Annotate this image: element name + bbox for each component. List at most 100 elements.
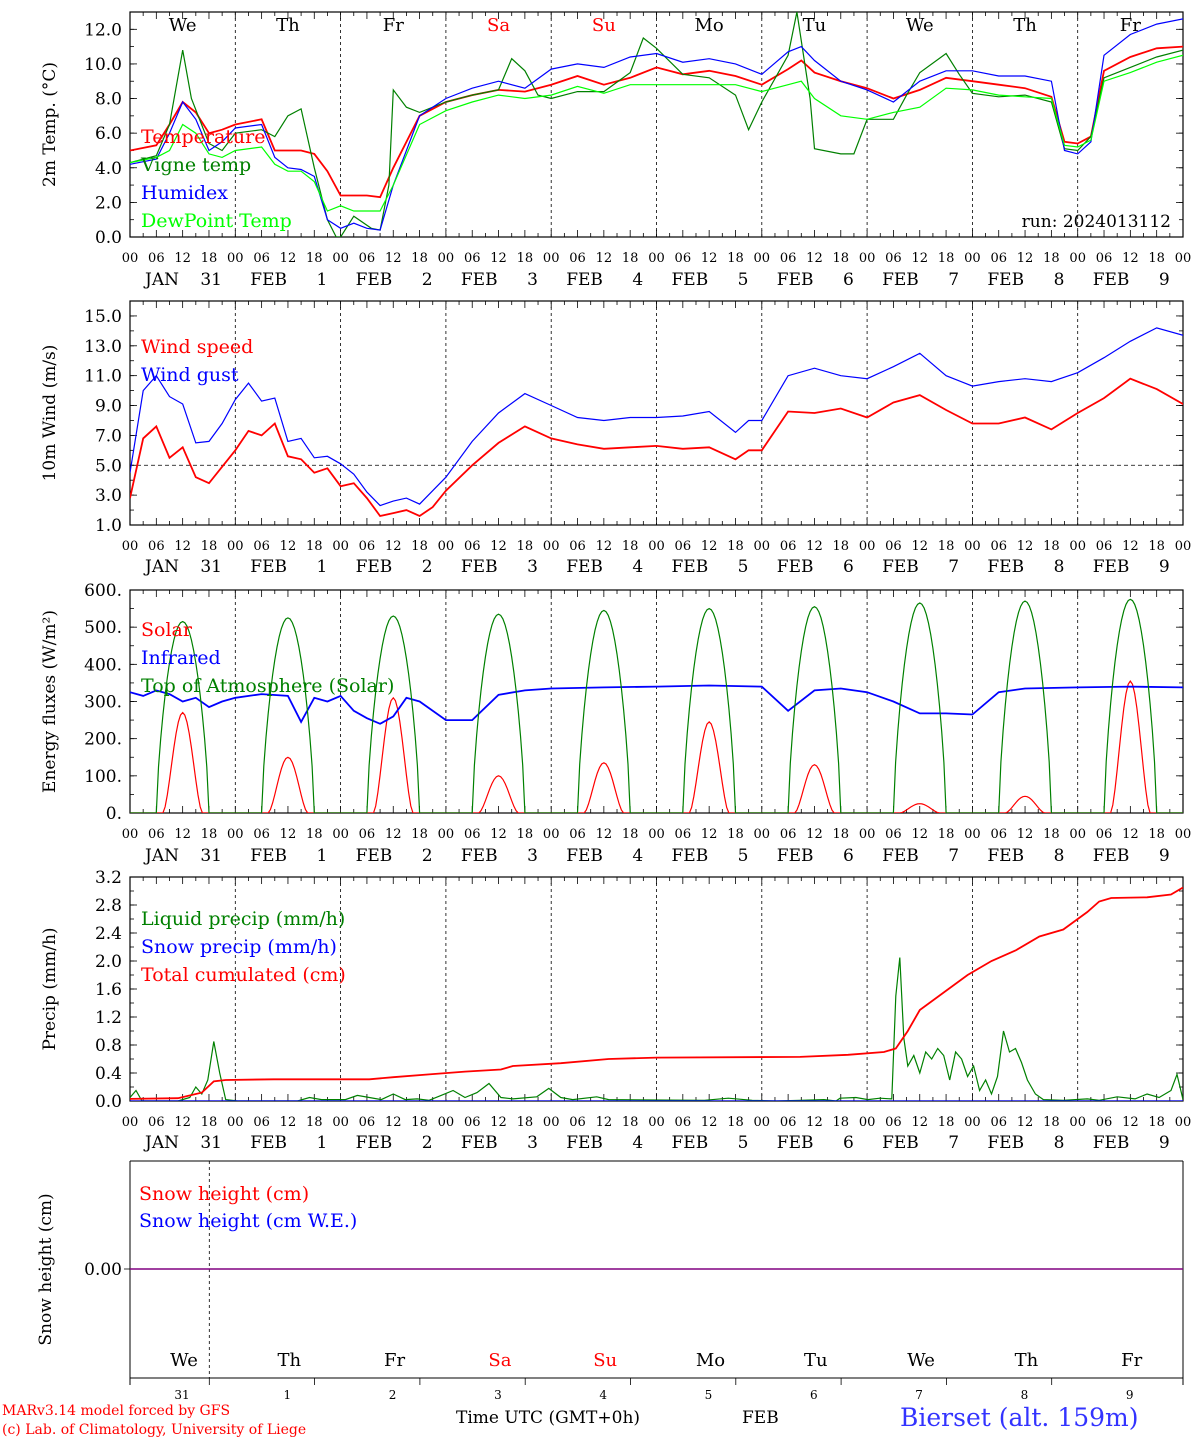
hour-label: 00 bbox=[1175, 251, 1192, 266]
y-tick-label: 1.0 bbox=[95, 516, 122, 536]
y-tick-label: 1.6 bbox=[95, 980, 122, 1000]
hour-label: 06 bbox=[885, 539, 902, 554]
hour-label: 00 bbox=[859, 251, 876, 266]
date-month: FEB bbox=[566, 846, 603, 866]
hour-label: 06 bbox=[569, 1115, 586, 1130]
hour-label: 18 bbox=[306, 1115, 323, 1130]
date-day: 2 bbox=[422, 557, 433, 577]
legend-entry: Solar bbox=[141, 619, 193, 641]
hour-label: 12 bbox=[174, 539, 191, 554]
day-name-Tu: Tu bbox=[804, 1350, 828, 1371]
y-tick-label: 1.2 bbox=[95, 1008, 122, 1028]
hour-label: 06 bbox=[359, 251, 376, 266]
y-tick-label: 8.0 bbox=[95, 90, 122, 110]
date-day: 9 bbox=[1159, 1133, 1170, 1153]
hour-label: 00 bbox=[227, 1115, 244, 1130]
date-day: 3 bbox=[527, 270, 538, 290]
hour-label: 06 bbox=[780, 251, 797, 266]
date-day: 5 bbox=[738, 270, 749, 290]
day-number: 8 bbox=[1021, 1388, 1029, 1402]
date-day: 6 bbox=[843, 270, 854, 290]
hour-label: 00 bbox=[859, 1115, 876, 1130]
day-name-Fr: Fr bbox=[384, 1350, 405, 1371]
hour-label: 12 bbox=[806, 1115, 823, 1130]
y-tick-label: 12.0 bbox=[84, 20, 122, 40]
hour-label: 06 bbox=[675, 251, 692, 266]
y-axis-label: 2m Temp. (°C) bbox=[40, 62, 60, 187]
hour-label: 00 bbox=[438, 827, 455, 842]
date-day: 4 bbox=[632, 557, 643, 577]
series-line-total-cumulated-cm- bbox=[130, 886, 1183, 1100]
date-day: 5 bbox=[738, 1133, 749, 1153]
hour-label: 12 bbox=[596, 1115, 613, 1130]
hour-label: 06 bbox=[885, 827, 902, 842]
hour-label: 06 bbox=[464, 1115, 481, 1130]
time-axis-title: Time UTC (GMT+0h) bbox=[456, 1408, 641, 1428]
hour-label: 12 bbox=[911, 539, 928, 554]
y-tick-label: 200. bbox=[84, 730, 122, 750]
hour-label: 12 bbox=[1017, 539, 1034, 554]
hour-label: 00 bbox=[122, 827, 139, 842]
hour-label: 00 bbox=[964, 539, 981, 554]
date-month: FEB bbox=[987, 1133, 1024, 1153]
day-name-Tu: Tu bbox=[803, 15, 827, 36]
hour-label: 12 bbox=[701, 827, 718, 842]
date-month: FEB bbox=[882, 557, 919, 577]
series-line-liquid-precip-mm-h- bbox=[130, 957, 1183, 1101]
hour-label: 18 bbox=[1043, 539, 1060, 554]
day-name-We: We bbox=[169, 15, 197, 36]
date-day: 4 bbox=[632, 270, 643, 290]
date-month: FEB bbox=[987, 846, 1024, 866]
hour-label: 18 bbox=[938, 1115, 955, 1130]
hour-label: 00 bbox=[543, 539, 560, 554]
date-month: JAN bbox=[143, 846, 179, 866]
panel-1: 1.0 3.0 5.0 7.0 9.0 11.0 13.0 15.0 10m Wind (m/s… bbox=[40, 300, 1191, 577]
date-month: FEB bbox=[250, 846, 287, 866]
legend-entry: Snow height (cm) bbox=[139, 1183, 309, 1205]
date-month: JAN bbox=[143, 270, 179, 290]
hour-label: 00 bbox=[964, 827, 981, 842]
date-day: 5 bbox=[738, 557, 749, 577]
date-day: 3 bbox=[527, 846, 538, 866]
date-month: FEB bbox=[356, 846, 393, 866]
series-group bbox=[130, 12, 1183, 237]
legend-entry: Snow precip (mm/h) bbox=[141, 936, 337, 958]
hour-label: 06 bbox=[1096, 251, 1113, 266]
legend-entry: DewPoint Temp bbox=[141, 210, 292, 232]
series-line-wind-gust bbox=[130, 327, 1183, 507]
y-tick-label: 2.0 bbox=[95, 193, 122, 213]
hour-label: 00 bbox=[1175, 827, 1192, 842]
hour-label: 18 bbox=[411, 827, 428, 842]
hour-label: 06 bbox=[990, 827, 1007, 842]
legend-entry: Liquid precip (mm/h) bbox=[141, 908, 345, 930]
date-month: FEB bbox=[356, 270, 393, 290]
hour-label: 06 bbox=[569, 251, 586, 266]
hour-label: 12 bbox=[806, 827, 823, 842]
hour-label: 12 bbox=[596, 827, 613, 842]
hour-label: 00 bbox=[648, 539, 665, 554]
hour-label: 12 bbox=[490, 827, 507, 842]
hour-label: 00 bbox=[754, 251, 771, 266]
hour-label: 06 bbox=[990, 251, 1007, 266]
legend-entry: Vigne temp bbox=[140, 154, 251, 176]
date-day: 1 bbox=[316, 1133, 327, 1153]
hour-label: 00 bbox=[859, 539, 876, 554]
day-name-Fr: Fr bbox=[1120, 15, 1141, 36]
y-tick-label: 11.0 bbox=[84, 367, 122, 387]
date-month: FEB bbox=[777, 1133, 814, 1153]
series-line-dewpoint-temp bbox=[130, 54, 1183, 212]
hour-label: 18 bbox=[622, 539, 639, 554]
date-month: FEB bbox=[356, 1133, 393, 1153]
hour-label: 06 bbox=[990, 539, 1007, 554]
date-month: FEB bbox=[672, 270, 709, 290]
y-tick-label: 2.8 bbox=[95, 896, 122, 916]
hour-label: 12 bbox=[174, 1115, 191, 1130]
hour-label: 18 bbox=[727, 1115, 744, 1130]
plot-frame bbox=[129, 589, 1184, 814]
series-line-temperature bbox=[130, 45, 1183, 199]
day-number: 1 bbox=[283, 1388, 291, 1402]
hour-label: 18 bbox=[1043, 1115, 1060, 1130]
hour-label: 06 bbox=[253, 1115, 270, 1130]
hour-label: 12 bbox=[701, 539, 718, 554]
hour-label: 00 bbox=[227, 539, 244, 554]
